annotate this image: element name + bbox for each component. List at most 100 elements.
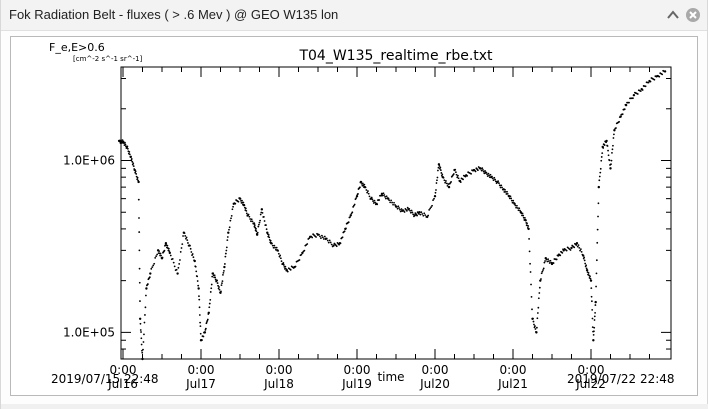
data-point: [203, 331, 206, 334]
x-tick-time: 0:00: [500, 363, 527, 377]
data-point: [526, 227, 529, 229]
data-point: [214, 276, 217, 279]
data-point: [374, 203, 377, 206]
data-point: [399, 208, 401, 211]
data-point: [658, 75, 661, 78]
data-point: [440, 174, 443, 177]
data-point: [606, 145, 609, 147]
data-point: [427, 214, 430, 217]
data-point: [597, 185, 600, 189]
data-point: [516, 207, 519, 209]
data-point: [273, 244, 276, 247]
data-point: [409, 211, 412, 214]
data-point: [503, 191, 506, 193]
data-point: [393, 201, 395, 204]
data-point: [211, 275, 214, 278]
data-point: [394, 204, 396, 206]
data-point: [494, 180, 497, 183]
plot-area: T04_W135_realtime_rbe.txt F_e,E>0.6 [cm^…: [10, 36, 698, 396]
data-point: [636, 93, 639, 95]
data-point: [459, 181, 462, 183]
data-point: [294, 265, 297, 268]
data-point: [320, 237, 322, 239]
axes-box: [120, 66, 672, 360]
data-point: [232, 205, 234, 208]
data-point: [517, 209, 520, 212]
data-point: [493, 176, 496, 179]
data-point: [178, 263, 181, 265]
data-point: [632, 97, 634, 100]
data-point: [128, 153, 131, 156]
data-point: [359, 186, 361, 189]
data-point: [555, 258, 558, 261]
data-point: [222, 273, 224, 276]
data-point: [398, 207, 401, 209]
data-point: [280, 260, 283, 263]
data-point: [509, 195, 512, 198]
data-point: [578, 246, 581, 249]
data-point: [528, 250, 531, 253]
data-point: [281, 263, 284, 265]
data-point: [150, 267, 153, 270]
data-point: [187, 244, 190, 247]
chevron-up-icon[interactable]: [665, 7, 681, 23]
data-point: [537, 306, 540, 309]
x-tick-date: Jul20: [419, 377, 450, 391]
data-point: [135, 173, 138, 175]
data-point: [196, 275, 199, 278]
data-point: [472, 169, 474, 172]
y-axis-label: F_e,E>0.6: [49, 41, 105, 54]
data-point: [532, 317, 534, 320]
data-point: [345, 227, 347, 230]
data-point: [285, 269, 288, 272]
data-point: [351, 211, 354, 214]
data-point: [446, 184, 449, 187]
data-point: [185, 236, 188, 239]
data-point: [478, 167, 481, 169]
data-point: [140, 343, 143, 346]
data-point: [534, 325, 536, 327]
data-point: [583, 259, 586, 262]
data-point: [522, 214, 525, 217]
data-point: [244, 207, 247, 210]
data-point: [545, 258, 548, 261]
data-point: [321, 236, 324, 239]
data-point: [198, 306, 201, 309]
data-point: [124, 143, 127, 146]
data-point: [282, 262, 285, 264]
data-point: [584, 262, 587, 265]
data-point: [524, 219, 527, 222]
data-point: [163, 249, 166, 252]
data-point: [592, 339, 595, 342]
data-point: [343, 230, 346, 233]
data-point: [226, 239, 229, 242]
close-icon[interactable]: [685, 7, 701, 23]
data-point: [589, 277, 592, 280]
data-point: [250, 218, 253, 221]
data-point: [474, 170, 477, 173]
data-point: [224, 255, 227, 258]
data-point: [591, 317, 594, 320]
data-point: [142, 341, 145, 343]
data-point: [160, 254, 162, 257]
data-point: [210, 283, 213, 286]
data-point: [252, 222, 255, 225]
data-point: [250, 220, 252, 223]
data-point: [385, 195, 388, 198]
data-point: [389, 201, 392, 204]
data-point: [529, 262, 531, 265]
data-point: [159, 252, 162, 255]
data-point: [242, 201, 245, 204]
data-point: [204, 327, 207, 330]
data-point: [416, 214, 418, 217]
data-point: [536, 312, 539, 314]
data-point: [143, 321, 146, 324]
data-point: [506, 190, 508, 193]
data-point: [392, 203, 394, 206]
data-point: [269, 241, 272, 244]
data-point: [439, 169, 442, 172]
data-point: [540, 278, 542, 280]
data-point: [591, 326, 594, 329]
data-point: [526, 222, 528, 225]
data-point: [247, 213, 250, 216]
